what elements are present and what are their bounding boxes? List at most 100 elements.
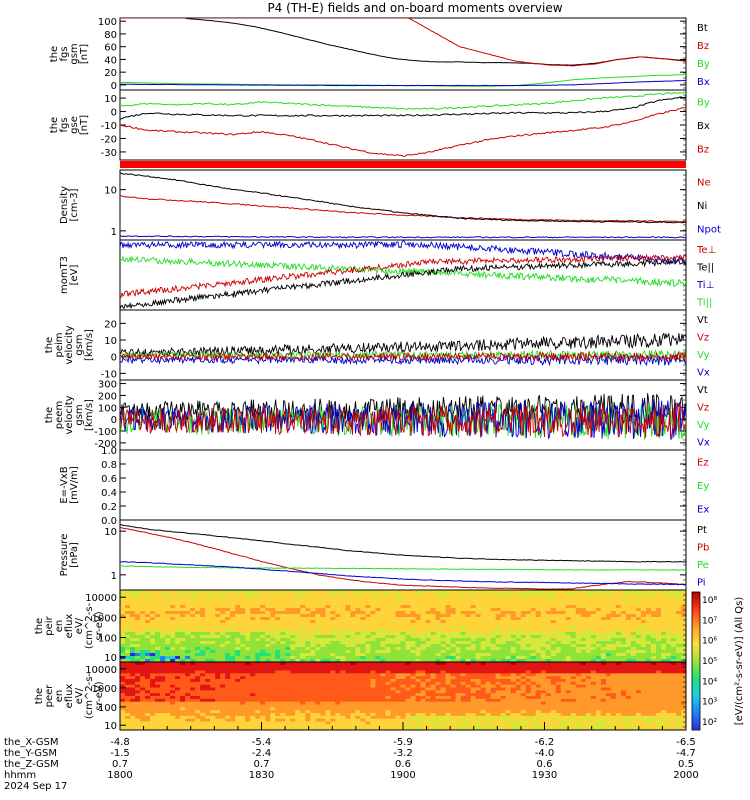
spectrogram-cell [425,707,432,711]
spectrogram-cell [235,656,241,660]
spectrogram-cell [275,687,281,691]
spectrogram-cell [305,623,311,627]
spectrogram-cell [145,650,151,654]
spectrogram-cell [570,635,577,639]
spectrogram-cell [445,647,452,651]
spectrogram-cell [260,599,266,603]
spectrogram-cell [365,596,372,600]
legend-te: Te|| [696,262,714,273]
spectrogram-cell [660,647,667,651]
spectrogram-cell [305,662,311,666]
spectrogram-cell [275,676,281,680]
spectrogram-cell [370,662,377,666]
spectrogram-cell [450,721,457,725]
spectrogram-cell [360,602,367,606]
spectrogram-cell [430,721,437,725]
spectrogram-cell [155,704,161,708]
spectrogram-cell [465,704,472,708]
spectrogram-cell [615,656,622,660]
spectrogram-cell [195,701,201,706]
spectrogram-cell [325,626,331,630]
spectrogram-cell [170,611,176,615]
spectrogram-cell [430,659,437,662]
spectrogram-cell [285,724,291,728]
spectrogram-cell [415,629,422,633]
spectrogram-cell [220,656,226,660]
spectrogram-cell [465,626,472,630]
spectrogram-cell [310,710,316,714]
spectrogram-cell [625,590,632,594]
spectrogram-cell [235,687,241,691]
spectrogram-cell [230,599,236,603]
spectrogram-cell [570,608,577,612]
spectrogram-cell [625,641,632,645]
spectrogram-cell [430,596,437,600]
spectrogram-cell [200,696,206,700]
spectrogram-cell [325,650,331,654]
spectrogram-cell [185,590,191,594]
spectrogram-cell [680,635,686,639]
spectrogram-cell [255,687,261,691]
spectrogram-cell [230,614,236,618]
spectrogram-cell [520,593,527,597]
spectrogram-cell [480,670,487,674]
spectrogram-cell [305,635,311,639]
spectrogram-cell [595,608,602,612]
spectrogram-cell [510,647,517,651]
spectrogram-cell [585,644,592,648]
spectrogram-cell [580,599,587,603]
spectrogram-cell [400,667,407,672]
spectrogram-cell [485,687,492,691]
legend-pe: Pe [697,560,709,571]
spectrogram-cell [155,707,161,711]
spectrogram-cell [180,617,186,621]
spectrogram-cell [485,635,492,639]
spectrogram-cell [510,681,517,686]
spectrogram-cell [270,647,276,651]
spectrogram-cell [280,710,286,714]
spectrogram-cell [150,590,156,594]
spectrogram-cell [400,611,407,615]
spectrogram-cell [455,664,462,669]
spectrogram-cell [450,713,457,717]
legend-ex: Ex [697,504,709,515]
spectrogram-cell [540,638,547,642]
spectrogram-cell [665,611,672,615]
spectrogram-cell [390,662,397,666]
spectrogram-cell [225,593,231,597]
spectrogram-cell [205,701,211,706]
spectrogram-cell [455,696,462,700]
spectrogram-cell [220,629,226,633]
spectrogram-cell [350,623,357,627]
spectrogram-cell [270,713,276,717]
spectrogram-cell [155,641,161,645]
spectrogram-cell [265,659,271,662]
spectrogram-cell [575,659,582,662]
spectrogram-cell [255,650,261,654]
spectrogram-cell [500,638,507,642]
spectrogram-cell [230,632,236,636]
spectrogram-cell [505,641,512,645]
spectrogram-cell [280,632,286,636]
spectrogram-cell [515,596,522,600]
spectrogram-cell [465,659,472,662]
spectrogram-cell [440,715,447,720]
spectrogram-cell [380,693,387,697]
spectrogram-cell [360,623,367,627]
spectrogram-cell [410,662,417,666]
spectrogram-cell [200,679,206,683]
spectrogram-cell [605,644,612,648]
spectrogram-cell [445,698,452,703]
spectrogram-cell [360,662,367,666]
spectrogram-cell [280,724,286,728]
spectrogram-cell [180,653,186,657]
spectrogram-cell [320,623,326,627]
spectrogram-cell [360,620,367,624]
spectrogram-cell [445,713,452,717]
spectrogram-cell [615,659,622,662]
spectrogram-cell [330,681,336,686]
spectrogram-cell [140,656,146,660]
spectrogram-cell [370,620,377,624]
spectrogram-cell [200,681,206,686]
spectrogram-cell [275,679,281,683]
